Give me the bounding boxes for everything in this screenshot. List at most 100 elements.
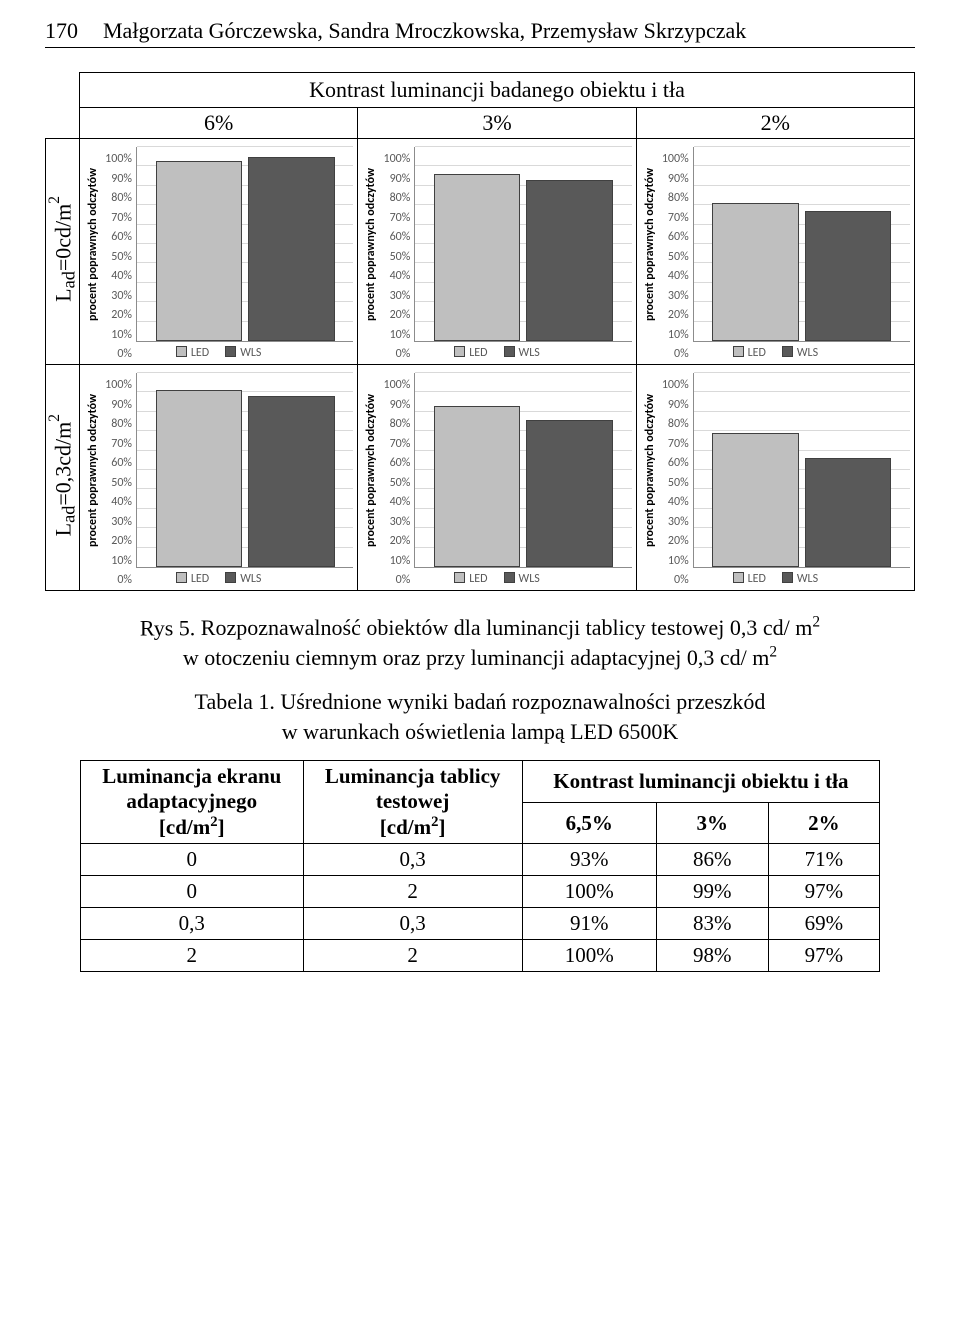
- bar-chart: procent poprawnych odczytów0%10%20%30%40…: [358, 139, 635, 364]
- table-cell: 0: [80, 876, 303, 908]
- table-cell: 0,3: [80, 908, 303, 940]
- chart-gridline: [694, 411, 910, 412]
- chart-gridline: [415, 391, 631, 392]
- chart-ylabel: procent poprawnych odczytów: [84, 147, 102, 342]
- chart-legend-swatch: [733, 346, 744, 357]
- chart-legend-item: LED: [454, 572, 487, 586]
- chart-plot: [136, 373, 353, 568]
- chart-plot: [693, 147, 910, 342]
- chart-legend-swatch: [454, 572, 465, 583]
- chart-legend-swatch: [733, 572, 744, 583]
- chart-legend-swatch: [454, 346, 465, 357]
- chart-legend-swatch: [176, 346, 187, 357]
- figure-caption-lead: Rys 5.: [140, 615, 195, 640]
- th-sub-1: 3%: [656, 802, 768, 844]
- chart-gridline: [694, 165, 910, 166]
- chart-legend-item: LED: [176, 572, 209, 586]
- table-cell: 97%: [768, 940, 880, 972]
- th-adapt: Luminancja ekranuadaptacyjnego[cd/m2]: [80, 761, 303, 844]
- chart-plot: [136, 147, 353, 342]
- table-cell: 0,3: [303, 908, 522, 940]
- chart-bar: [248, 157, 335, 341]
- chart-bar: [712, 203, 799, 341]
- chart-legend-item: LED: [454, 346, 487, 360]
- chart-bar: [434, 406, 521, 567]
- chart-grid-table: Kontrast luminancji badanego obiektu i t…: [45, 72, 915, 591]
- chart-legend-item: WLS: [782, 572, 818, 586]
- chart-gridline: [694, 372, 910, 373]
- chart-legend-item: LED: [176, 346, 209, 360]
- chart-legend-swatch: [504, 346, 515, 357]
- chart-gridline: [415, 372, 631, 373]
- chart-legend-swatch: [504, 572, 515, 583]
- table-cell: 100%: [522, 940, 656, 972]
- chart-legend-swatch: [782, 572, 793, 583]
- chart-legend-item: WLS: [782, 346, 818, 360]
- chart-ylabel: procent poprawnych odczytów: [641, 147, 659, 342]
- bar-chart: procent poprawnych odczytów0%10%20%30%40…: [637, 365, 914, 590]
- chart-bar: [526, 420, 613, 567]
- chart-cell: procent poprawnych odczytów0%10%20%30%40…: [358, 139, 636, 365]
- table-caption: Tabela 1. Uśrednione wyniki badań rozpoz…: [45, 687, 915, 746]
- header-authors: Małgorzata Górczewska, Sandra Mroczkowsk…: [103, 18, 746, 44]
- table-cell: 100%: [522, 876, 656, 908]
- chart-cell: procent poprawnych odczytów0%10%20%30%40…: [80, 365, 358, 591]
- table-cell: 69%: [768, 908, 880, 940]
- chart-ylabel: procent poprawnych odczytów: [641, 373, 659, 568]
- chart-legend-swatch: [225, 572, 236, 583]
- chart-plot: [414, 147, 631, 342]
- chart-yticks: 0%10%20%30%40%50%60%70%80%90%100%: [102, 373, 136, 568]
- table-row: 0,30,391%83%69%: [80, 908, 879, 940]
- page-number: 170: [45, 18, 103, 44]
- chart-cell: procent poprawnych odczytów0%10%20%30%40…: [358, 365, 636, 591]
- table-cell: 97%: [768, 876, 880, 908]
- table-cell: 0: [80, 844, 303, 876]
- th-test: Luminancja tablicytestowej[cd/m2]: [303, 761, 522, 844]
- chart-cell: procent poprawnych odczytów0%10%20%30%40…: [80, 139, 358, 365]
- chart-yticks: 0%10%20%30%40%50%60%70%80%90%100%: [380, 147, 414, 342]
- table-row: 22100%98%97%: [80, 940, 879, 972]
- figure-caption: Rys 5. Rozpoznawalność obiektów dla lumi…: [45, 613, 915, 673]
- chart-gridline: [415, 146, 631, 147]
- table-row: 00,393%86%71%: [80, 844, 879, 876]
- chart-ylabel: procent poprawnych odczytów: [84, 373, 102, 568]
- chart-gridline: [137, 372, 353, 373]
- col-head-2: 2%: [636, 108, 914, 139]
- chart-row-label: Lad=0,3cd/m2: [46, 365, 80, 591]
- table-caption-lead: Tabela 1.: [195, 689, 275, 714]
- table-cell: 2: [303, 940, 522, 972]
- table-cell: 93%: [522, 844, 656, 876]
- th-sub-0: 6,5%: [522, 802, 656, 844]
- bar-chart: procent poprawnych odczytów0%10%20%30%40…: [358, 365, 635, 590]
- table-cell: 0,3: [303, 844, 522, 876]
- chart-legend-item: LED: [733, 572, 766, 586]
- table-cell: 2: [80, 940, 303, 972]
- chart-plot: [414, 373, 631, 568]
- chart-yticks: 0%10%20%30%40%50%60%70%80%90%100%: [659, 147, 693, 342]
- chart-legend-item: WLS: [504, 572, 540, 586]
- chart-legend-item: WLS: [225, 572, 261, 586]
- chart-cell: procent poprawnych odczytów0%10%20%30%40…: [636, 139, 914, 365]
- chart-bar: [526, 180, 613, 341]
- table-cell: 83%: [656, 908, 768, 940]
- bar-chart: procent poprawnych odczytów0%10%20%30%40…: [80, 365, 357, 590]
- chart-legend-item: LED: [733, 346, 766, 360]
- figure-caption-text: Rozpoznawalność obiektów dla luminancji …: [183, 615, 820, 670]
- col-head-1: 3%: [358, 108, 636, 139]
- chart-gridline: [694, 391, 910, 392]
- chart-bar: [805, 211, 892, 341]
- table-cell: 98%: [656, 940, 768, 972]
- chart-legend-item: WLS: [225, 346, 261, 360]
- table-caption-text: Uśrednione wyniki badań rozpoznawalności…: [280, 689, 765, 744]
- chart-yticks: 0%10%20%30%40%50%60%70%80%90%100%: [380, 373, 414, 568]
- chart-legend-swatch: [225, 346, 236, 357]
- table-cell: 2: [303, 876, 522, 908]
- table-cell: 71%: [768, 844, 880, 876]
- chart-bar: [156, 161, 243, 341]
- results-table: Luminancja ekranuadaptacyjnego[cd/m2] Lu…: [80, 760, 880, 972]
- chart-legend-item: WLS: [504, 346, 540, 360]
- chart-gridline: [694, 185, 910, 186]
- table-cell: 91%: [522, 908, 656, 940]
- chart-yticks: 0%10%20%30%40%50%60%70%80%90%100%: [102, 147, 136, 342]
- th-group: Kontrast luminancji obiektu i tła: [522, 761, 880, 803]
